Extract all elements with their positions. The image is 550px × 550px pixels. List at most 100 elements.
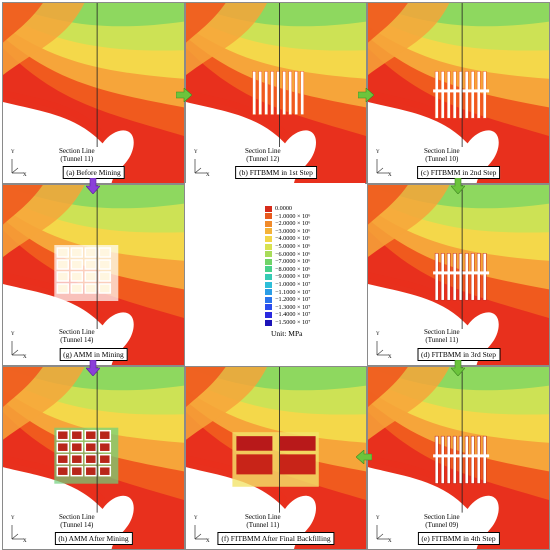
panel-g: Section Line (Tunnel 14) (g) AMM in Mini… (2, 184, 185, 366)
legend-label: −3.0000 × 10⁶ (275, 227, 311, 235)
axis-x-label: X (23, 173, 27, 178)
panel-h: Section Line (Tunnel 14) (h) AMM After M… (2, 366, 185, 550)
legend-label: −5.0000 × 10⁶ (275, 243, 311, 250)
legend-label: −4.0000 × 10⁶ (275, 235, 311, 243)
section-line-label: Section Line (Tunnel 09) (423, 513, 461, 529)
axis-x-label: X (206, 173, 210, 178)
legend-swatch (265, 251, 272, 258)
legend-label: −2.0000 × 10⁶ (275, 220, 311, 228)
stress-contour-field (3, 185, 184, 365)
arrow-right-icon (358, 88, 374, 102)
axis-x-label: X (388, 539, 392, 544)
panel-f: Section Line (Tunnel 11) (f) FITBMM Afte… (185, 366, 367, 550)
section-line-label: Section Line (Tunnel 12) (244, 147, 282, 163)
axis-x-label: X (23, 539, 27, 544)
section-line-tunnel: (Tunnel 11) (246, 521, 280, 529)
panel-caption: (f) FITBMM After Final Backfilling (217, 532, 335, 545)
axis-x-label: X (388, 355, 392, 360)
section-line-tunnel: (Tunnel 10) (425, 155, 459, 163)
section-line-title: Section Line (59, 513, 95, 521)
legend-label: −8.0000 × 10⁶ (275, 265, 311, 273)
legend-entry: −4.0000 × 10⁶ (265, 235, 310, 242)
axis-y-label: Y (11, 150, 15, 155)
legend-swatch (265, 243, 272, 250)
section-line-tunnel: (Tunnel 14) (60, 336, 94, 344)
section-line-label: Section Line (Tunnel 14) (58, 513, 96, 529)
legend-swatch (265, 304, 272, 311)
axis-y-label: Y (376, 150, 380, 155)
legend-label: −1.3000 × 10⁷ (275, 303, 311, 311)
panel-d: Section Line (Tunnel 11) (d) FITBMM in 3… (367, 184, 550, 366)
legend-swatch (265, 289, 272, 296)
section-line-title: Section Line (245, 147, 281, 155)
section-line-tunnel: (Tunnel 12) (246, 155, 280, 163)
legend-label: −7.0000 × 10⁶ (275, 258, 311, 266)
legend-entry: 0.0000 (265, 205, 292, 212)
section-line-title: Section Line (245, 513, 281, 521)
legend-label: −9.0000 × 10⁶ (275, 273, 311, 281)
legend-swatch (265, 311, 272, 318)
legend-entry: −6.0000 × 10⁶ (265, 251, 310, 258)
legend-label: 0.0000 (275, 205, 293, 212)
legend-entry: −1.1000 × 10⁷ (265, 289, 310, 296)
panel-b: Section Line (Tunnel 12) (b) FITBMM in 1… (185, 2, 367, 184)
legend-entry: −1.0000 × 10⁷ (265, 281, 310, 288)
section-line-title: Section Line (424, 513, 460, 521)
panel-caption: (e) FITBMM in 4th Step (417, 532, 500, 545)
legend-label: −1.1000 × 10⁷ (275, 288, 311, 296)
axis-y-label: Y (11, 516, 15, 521)
section-line-label: Section Line (Tunnel 11) (244, 513, 282, 529)
section-line-title: Section Line (59, 147, 95, 155)
arrow-down-purple-icon (86, 360, 100, 376)
arrow-right-icon (176, 88, 192, 102)
panel-c: Section Line (Tunnel 10) (c) FITBMM in 2… (367, 2, 550, 184)
stress-contour-field (3, 367, 184, 549)
legend-swatch (265, 296, 272, 303)
legend-label: −1.4000 × 10⁷ (275, 311, 311, 319)
legend-swatch (265, 220, 272, 227)
section-line-tunnel: (Tunnel 11) (60, 155, 94, 163)
section-line-label: Section Line (Tunnel 11) (423, 328, 461, 344)
section-line-label: Section Line (Tunnel 11) (58, 147, 96, 163)
panel-caption: (b) FITBMM in 1st Step (235, 166, 317, 179)
stress-contour-field (368, 367, 549, 549)
section-line-tunnel: (Tunnel 14) (60, 521, 94, 529)
axis-y-label: Y (11, 332, 15, 337)
legend-swatch (265, 273, 272, 280)
arrow-down-purple-icon (86, 178, 100, 194)
axis-x-label: X (23, 355, 27, 360)
legend-entry: −5.0000 × 10⁶ (265, 243, 310, 250)
legend-entry: −1.4000 × 10⁷ (265, 311, 310, 318)
stress-contour-field (186, 3, 366, 183)
legend-entry: −2.0000 × 10⁶ (265, 220, 310, 227)
section-line-title: Section Line (424, 328, 460, 336)
legend-swatch (265, 205, 272, 212)
legend-label: −1.0000 × 10⁷ (275, 281, 311, 288)
axis-y-label: Y (194, 516, 198, 521)
legend-entry: −1.3000 × 10⁷ (265, 304, 310, 311)
section-line-title: Section Line (59, 328, 95, 336)
legend-swatch (265, 266, 272, 273)
arrow-down-icon (451, 360, 465, 376)
legend-swatch (265, 213, 272, 220)
legend-label: −6.0000 × 10⁶ (275, 250, 311, 258)
section-line-title: Section Line (424, 147, 460, 155)
legend-entry: −8.0000 × 10⁶ (265, 266, 310, 273)
legend-entry: −7.0000 × 10⁶ (265, 258, 310, 265)
legend-entry: −3.0000 × 10⁶ (265, 228, 310, 235)
section-line-label: Section Line (Tunnel 10) (423, 147, 461, 163)
legend-label: −1.0000 × 10⁶ (275, 212, 311, 220)
legend-entry: −9.0000 × 10⁶ (265, 273, 310, 280)
section-line-label: Section Line (Tunnel 14) (58, 328, 96, 344)
stress-contour-field (186, 367, 366, 549)
stress-legend: 0.0000 −1.0000 × 10⁶ −2.0000 × 10⁶ −3.0000 … (185, 183, 365, 365)
axis-y-label: Y (194, 150, 198, 155)
arrow-left-icon (356, 450, 372, 464)
panel-caption: (h) AMM After Mining (54, 532, 133, 545)
